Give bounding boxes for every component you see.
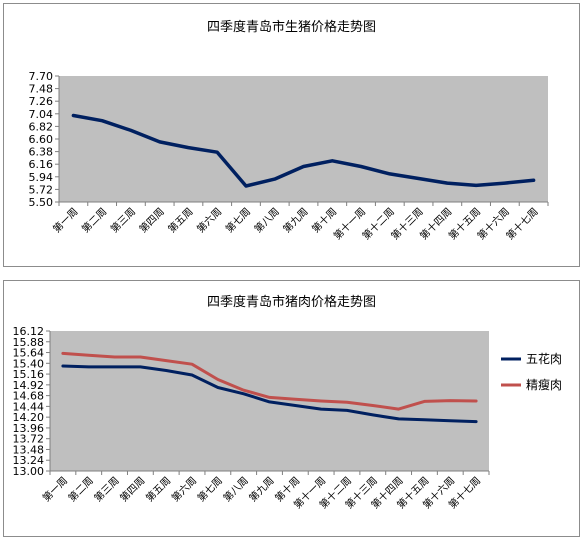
y-tick-label: 15.40: [13, 357, 45, 370]
chart-panel-hog-price: 四季度青岛市生猪价格走势图 5.50 5.72 5.94 6.16 6.38 6.60 6.…: [3, 3, 580, 267]
y-tick-label: 5.94: [29, 171, 54, 184]
y-tick-label: 7.70: [29, 70, 54, 83]
series-line-1: [61, 364, 478, 424]
y-tick-label: 7.26: [29, 95, 54, 108]
chart-panel-pork-price: 四季度青岛市猪肉价格走势图 13.00 13.24 13.48 13.72 13.96 1…: [3, 280, 580, 537]
x-tick-label: 第四周: [117, 474, 147, 504]
hog-price-chart: 5.505.725.946.166.386.606.827.047.267.48…: [29, 70, 549, 242]
x-tick-label: 第四周: [136, 205, 166, 235]
y-tick-label: 15.88: [13, 336, 45, 349]
x-tick-label: 第十七周: [503, 205, 540, 242]
pork-price-chart: 13.0013.2413.4813.7213.9614.2014.4414.68…: [13, 325, 563, 511]
y-tick-label: 6.82: [29, 120, 54, 133]
legend-label: 精瘦肉: [526, 377, 562, 392]
x-tick-label: 第三周: [108, 205, 138, 235]
y-tick-label: 7.48: [29, 83, 54, 96]
y-tick-label: 16.12: [13, 325, 45, 338]
y-tick-label: 13.48: [13, 443, 45, 456]
y-tick-label: 13.24: [13, 454, 45, 467]
x-tick-label: 第二周: [65, 474, 95, 504]
y-tick-label: 14.20: [13, 411, 45, 424]
x-tick-label: 第九周: [246, 474, 276, 504]
y-tick-label: 15.16: [13, 368, 45, 381]
y-tick-label: 7.04: [29, 108, 54, 121]
chart-title: 四季度青岛市生猪价格走势图: [206, 20, 376, 35]
x-tick-label: 第六周: [169, 474, 199, 504]
y-tick-label: 13.72: [13, 433, 45, 446]
x-tick-label: 第八周: [251, 205, 281, 235]
y-tick-label: 14.92: [13, 379, 45, 392]
y-tick-label: 14.68: [13, 390, 45, 403]
x-tick-label: 第一周: [50, 205, 80, 235]
y-tick-label: 6.16: [29, 158, 54, 171]
x-tick-label: 第七周: [223, 205, 253, 235]
y-tick-label: 13.96: [13, 422, 45, 435]
x-tick-label: 第六周: [194, 205, 224, 235]
y-tick-label: 6.38: [29, 146, 54, 159]
y-tick-label: 13.00: [13, 465, 45, 478]
chart-title: 四季度青岛市猪肉价格走势图: [206, 295, 376, 310]
series-line-1: [71, 113, 536, 188]
x-tick-label: 第七周: [195, 474, 225, 504]
y-tick-label: 14.44: [13, 400, 45, 413]
x-tick-label: 第五周: [143, 474, 173, 504]
x-tick-label: 第五周: [165, 205, 195, 235]
x-tick-label: 第八周: [220, 474, 250, 504]
y-tick-label: 5.50: [29, 196, 54, 209]
y-tick-label: 5.72: [29, 183, 54, 196]
plot-area: [59, 76, 548, 202]
legend-label: 五花肉: [526, 351, 562, 366]
x-tick-label: 第二周: [79, 205, 109, 235]
x-tick-label: 第一周: [40, 474, 70, 504]
series-line-2: [61, 351, 478, 411]
y-tick-label: 6.60: [29, 133, 54, 146]
x-tick-label: 第九周: [280, 205, 310, 235]
y-tick-label: 15.64: [13, 347, 45, 360]
x-tick-label: 第三周: [91, 474, 121, 504]
